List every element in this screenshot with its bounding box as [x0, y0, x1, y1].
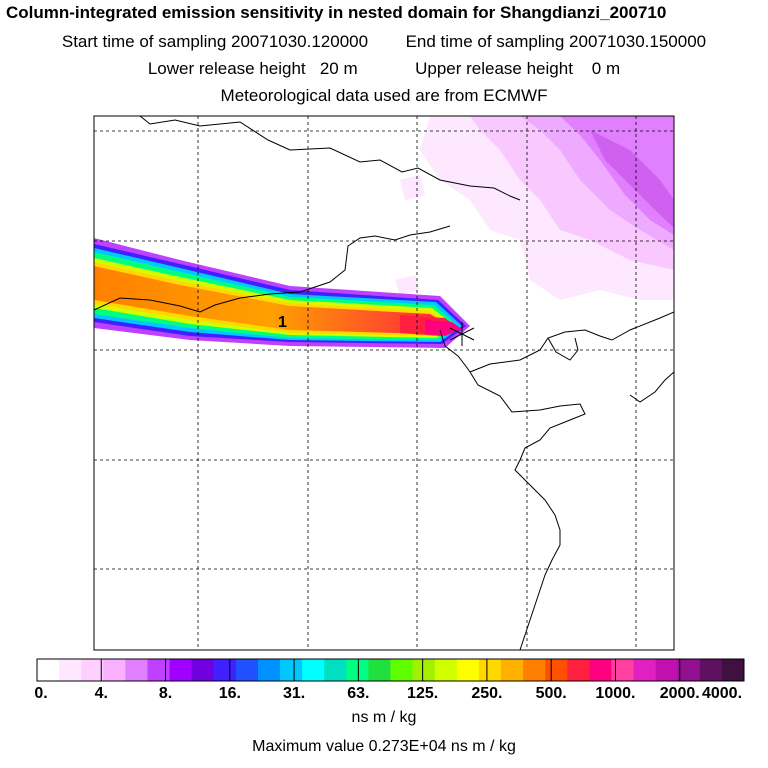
- colorbar-swatch: [147, 659, 171, 681]
- colorbar-swatch: [545, 659, 568, 681]
- colorbar-swatch: [213, 659, 237, 681]
- colorbar-swatch: [302, 659, 325, 681]
- colorbar-swatch: [633, 659, 657, 681]
- colorbar-swatch: [456, 659, 480, 681]
- map-area: 1: [94, 116, 674, 650]
- plume-marker-label: 1: [278, 314, 287, 331]
- colorbar-swatch: [324, 659, 347, 681]
- sampling-times: Start time of sampling 20071030.120000 E…: [0, 32, 768, 52]
- colorbar-swatch: [523, 659, 546, 681]
- colorbar-label: 16.: [218, 685, 241, 702]
- sensitivity-field-northeast: [395, 116, 674, 300]
- colorbar-swatch: [59, 659, 82, 681]
- colorbar-swatch: [412, 659, 436, 681]
- colorbar-swatch: [677, 659, 701, 681]
- colorbar-swatch: [390, 659, 414, 681]
- colorbar-swatch: [125, 659, 148, 681]
- coastlines: [94, 116, 674, 650]
- sensitivity-plume: [94, 238, 470, 348]
- colorbar-frame: [36, 658, 745, 682]
- colorbar-label: 0.: [34, 685, 48, 702]
- colorbar-swatch: [589, 659, 612, 681]
- end-time-label: End time of sampling 20071030.150000: [405, 32, 707, 51]
- colorbar-swatch: [37, 659, 60, 681]
- lower-release-label: Lower release height 20 m: [147, 59, 358, 78]
- meteo-source: Meteorological data used are from ECMWF: [220, 86, 548, 105]
- colorbar-swatch: [655, 659, 679, 681]
- colorbar-label: 4.: [94, 685, 108, 702]
- colorbar-swatch: [103, 659, 126, 681]
- maximum-value: Maximum value 0.273E+04 ns m / kg: [252, 738, 516, 755]
- colorbar-swatch: [257, 659, 281, 681]
- colorbar-label: 8.: [158, 685, 173, 702]
- plot-title: Column-integrated emission sensitivity i…: [6, 3, 667, 22]
- colorbar-swatch: [721, 659, 745, 681]
- colorbar-units: ns m / kg: [351, 709, 417, 726]
- colorbar-swatch: [81, 659, 104, 681]
- colorbar-label: 31.: [282, 685, 306, 702]
- colorbar-label: 4000.: [701, 685, 743, 702]
- colorbar-swatch: [567, 659, 590, 681]
- upper-release-label: Upper release height 0 m: [415, 59, 621, 78]
- colorbar-label: 125.: [407, 685, 439, 702]
- colorbar-swatch: [500, 659, 524, 681]
- colorbar-swatch: [368, 659, 391, 681]
- colorbar-swatch: [235, 659, 259, 681]
- release-location-star-icon: [449, 322, 475, 346]
- colorbar-label: 500.: [535, 685, 567, 702]
- colorbar-label: 63.: [347, 685, 370, 702]
- colorbar-swatch: [434, 659, 458, 681]
- colorbar: [36, 659, 745, 681]
- colorbar-swatch: [169, 659, 193, 681]
- colorbar-swatch: [280, 659, 303, 681]
- lat-lon-grid: [94, 116, 674, 650]
- colorbar-swatch: [699, 659, 723, 681]
- colorbar-swatch: [611, 659, 635, 681]
- colorbar-label: 1000.: [595, 685, 636, 702]
- colorbar-label: 2000.: [659, 685, 700, 702]
- start-time-label: Start time of sampling 20071030.120000: [61, 32, 369, 51]
- colorbar-swatch: [191, 659, 215, 681]
- release-heights: Lower release height 20 m Upper release …: [0, 59, 768, 79]
- colorbar-label: 250.: [471, 685, 503, 702]
- colorbar-swatch: [478, 659, 502, 681]
- colorbar-swatch: [346, 659, 369, 681]
- map-frame: [93, 115, 675, 651]
